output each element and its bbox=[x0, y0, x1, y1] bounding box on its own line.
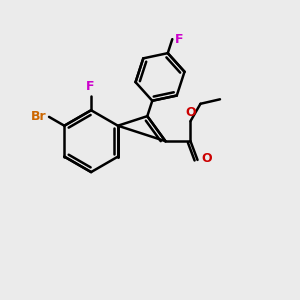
Text: Br: Br bbox=[31, 110, 46, 123]
Text: O: O bbox=[201, 152, 212, 165]
Text: F: F bbox=[85, 80, 94, 93]
Text: F: F bbox=[175, 33, 184, 46]
Text: O: O bbox=[185, 106, 196, 119]
